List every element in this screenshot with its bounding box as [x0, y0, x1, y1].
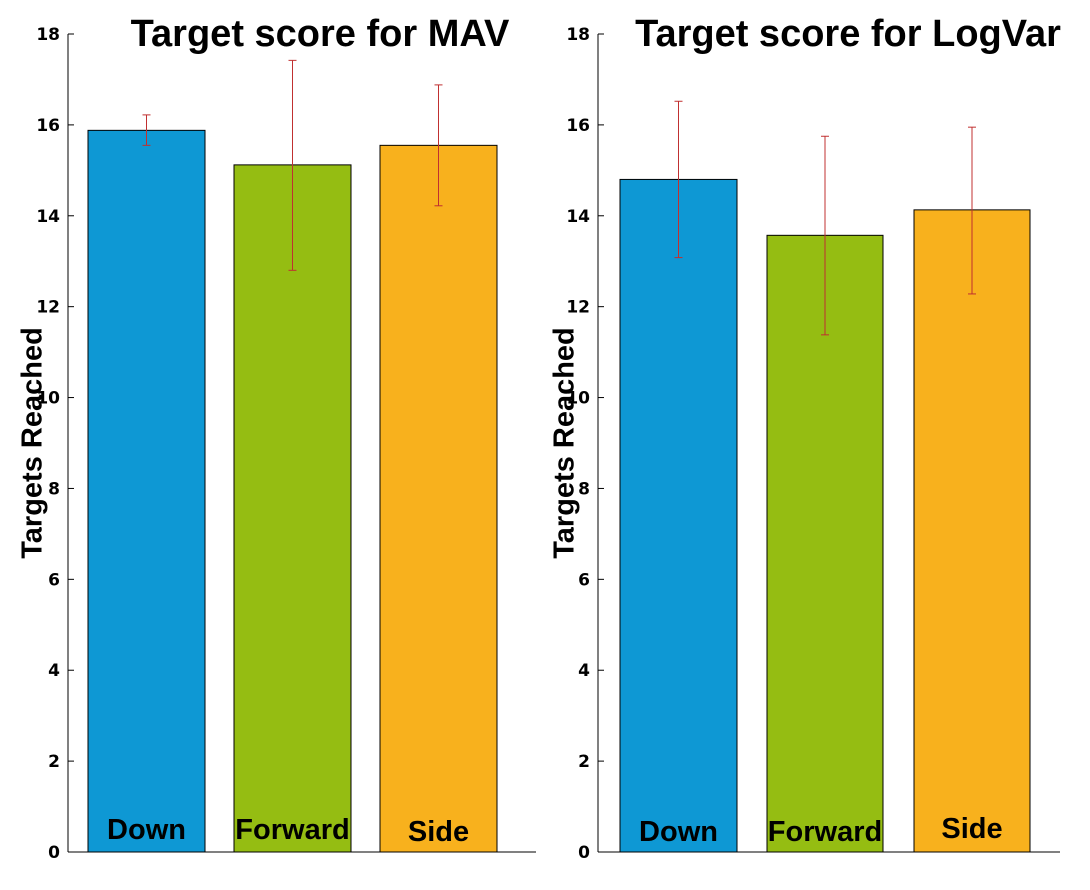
y-tick-label: 2: [578, 752, 590, 772]
bar-side: [379, 144, 498, 853]
y-tick-label: 14: [36, 207, 60, 227]
bar-forward: [233, 164, 352, 853]
category-label-side: Side: [941, 813, 1002, 845]
y-tick-label: 8: [578, 479, 590, 499]
chart-panel-0: 0 2 4 6 8 10 12 14 16 18 Down Forward Side Target sco…: [17, 13, 536, 863]
y-axis-label: Targets Reached: [17, 327, 49, 559]
chart-title: Target score for LogVar: [635, 13, 1061, 55]
category-label-side: Side: [408, 816, 469, 848]
chart-title: Target score for MAV: [131, 13, 510, 55]
y-tick-label: 16: [566, 116, 590, 136]
category-label-forward: Forward: [768, 816, 882, 848]
y-tick-label: 10: [36, 389, 60, 409]
y-tick-label: 4: [48, 661, 60, 681]
bar-down: [619, 178, 738, 853]
y-tick-label: 18: [36, 25, 60, 45]
category-label-down: Down: [107, 814, 186, 846]
y-tick-label: 8: [48, 479, 60, 499]
bar-forward: [766, 234, 884, 853]
y-tick-label: 10: [566, 389, 590, 409]
y-tick-label: 0: [578, 843, 590, 863]
y-tick-label: 0: [48, 843, 60, 863]
y-axis-label: Targets Reached: [549, 327, 581, 559]
y-tick-label: 12: [566, 298, 590, 318]
category-label-down: Down: [639, 816, 718, 848]
y-tick-label: 18: [566, 25, 590, 45]
y-tick-label: 16: [36, 116, 60, 136]
y-tick-label: 4: [578, 661, 590, 681]
y-tick-label: 6: [48, 570, 60, 590]
bar-side: [913, 209, 1031, 853]
y-tick-label: 2: [48, 752, 60, 772]
y-tick-label: 12: [36, 298, 60, 318]
chart-panel-1: 0 2 4 6 8 10 12 14 16 18 Down Forward Side Target sco…: [549, 13, 1061, 863]
y-tick-label: 14: [566, 207, 590, 227]
y-tick-label: 6: [578, 570, 590, 590]
bar-down: [87, 129, 206, 853]
category-label-forward: Forward: [235, 814, 349, 846]
